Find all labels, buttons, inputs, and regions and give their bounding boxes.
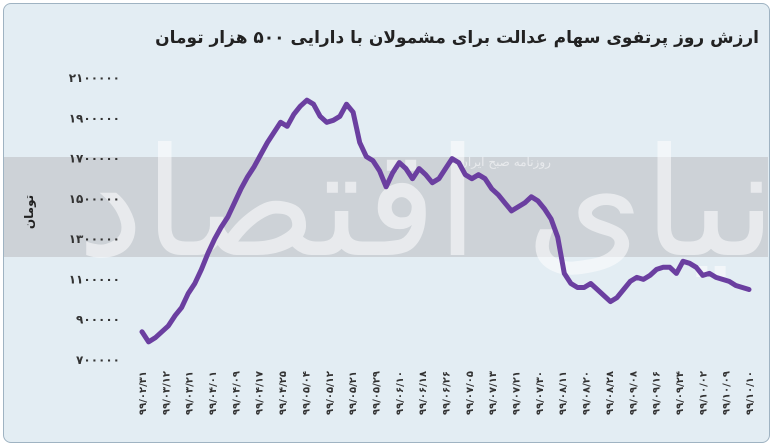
x-tick-label: ۹۹/۰۴/۰۹ [231, 371, 242, 415]
y-tick-label: ۷۰۰۰۰۰ [76, 353, 120, 367]
x-tick-label: ۹۹/۰۶/۱۰ [395, 371, 406, 415]
x-axis: ۹۹/۰۲/۳۱ ۹۹/۰۳/۱۲ ۹۹/۰۳/۲۱ ۹۹/۰۴/۰۱ ۹۹/۰۴/۰۹… [138, 371, 756, 415]
chart-title: ارزش روز پرتفوی سهام عدالت برای مشمولان … [155, 28, 759, 48]
y-axis: ۷۰۰۰۰۰ ۹۰۰۰۰۰ ۱۱۰۰۰۰۰ ۱۳۰۰۰۰۰ ۱۵۰۰۰۰۰ ۱۷۰۰۰۰۰… [69, 71, 120, 367]
x-tick-label: ۹۹/۰۹/۱۶ [652, 371, 663, 415]
x-tick-label: ۹۹/۰۴/۰۱ [208, 371, 219, 415]
x-tick-label: ۹۹/۰۵/۰۴ [301, 371, 312, 415]
x-tick-label: ۹۹/۰۲/۳۱ [138, 371, 149, 415]
y-tick-label: ۱۹۰۰۰۰۰ [69, 111, 120, 125]
x-tick-label: ۹۹/۰۸/۲۸ [605, 371, 616, 415]
y-tick-label: ۱۱۰۰۰۰۰ [69, 272, 120, 286]
x-tick-label: ۹۹/۰۶/۲۶ [442, 371, 453, 415]
y-tick-label: ۱۵۰۰۰۰۰ [69, 192, 120, 206]
watermark-small: روزنامه صبح ایران [459, 155, 551, 169]
series-line [139, 97, 752, 345]
x-tick-label: ۹۹/۰۷/۲۱ [512, 371, 523, 415]
x-tick-label: ۹۹/۰۵/۱۲ [325, 371, 336, 415]
y-tick-label: ۲۱۰۰۰۰۰ [69, 71, 120, 85]
x-tick-label: ۹۹/۰۶/۱۸ [418, 371, 429, 415]
x-tick-label: ۹۹/۰۸/۲۰ [582, 371, 593, 415]
x-tick-label: ۹۹/۱۰/۱۰ [745, 371, 756, 415]
x-tick-label: ۹۹/۱۰/۰۹ [722, 371, 733, 415]
x-tick-label: ۹۹/۰۳/۲۱ [185, 371, 196, 415]
x-tick-label: ۹۹/۰۳/۱۲ [161, 371, 172, 415]
watermark-large: دنیای اقتصاد [77, 117, 773, 291]
y-axis-label: تومان [22, 194, 36, 230]
x-tick-label: ۹۹/۰۹/۰۸ [628, 371, 639, 415]
x-tick-label: ۹۹/۰۴/۱۷ [255, 371, 266, 415]
watermark-band [4, 157, 768, 257]
x-tick-label: ۹۹/۰۷/۱۳ [488, 371, 499, 415]
x-tick-label: ۹۹/۱۰/۰۲ [698, 371, 709, 415]
x-tick-label: ۹۹/۰۵/۲۹ [371, 371, 382, 415]
x-tick-label: ۹۹/۰۷/۳۰ [535, 371, 546, 415]
x-tick-label: ۹۹/۰۴/۲۵ [278, 371, 289, 415]
y-tick-label: ۱۷۰۰۰۰۰ [69, 152, 120, 166]
x-tick-label: ۹۹/۰۸/۱۱ [558, 371, 569, 415]
y-tick-label: ۱۳۰۰۰۰۰ [69, 232, 120, 246]
y-tick-label: ۹۰۰۰۰۰ [76, 313, 120, 327]
x-tick-label: ۹۹/۰۷/۰۵ [465, 371, 476, 415]
x-tick-label: ۹۹/۰۹/۲۴ [675, 371, 686, 415]
x-tick-label: ۹۹/۰۵/۲۱ [348, 371, 359, 415]
